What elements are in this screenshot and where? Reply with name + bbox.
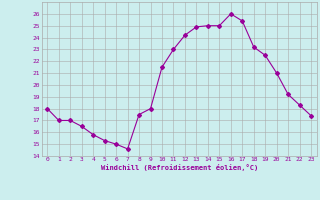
X-axis label: Windchill (Refroidissement éolien,°C): Windchill (Refroidissement éolien,°C)	[100, 164, 258, 171]
